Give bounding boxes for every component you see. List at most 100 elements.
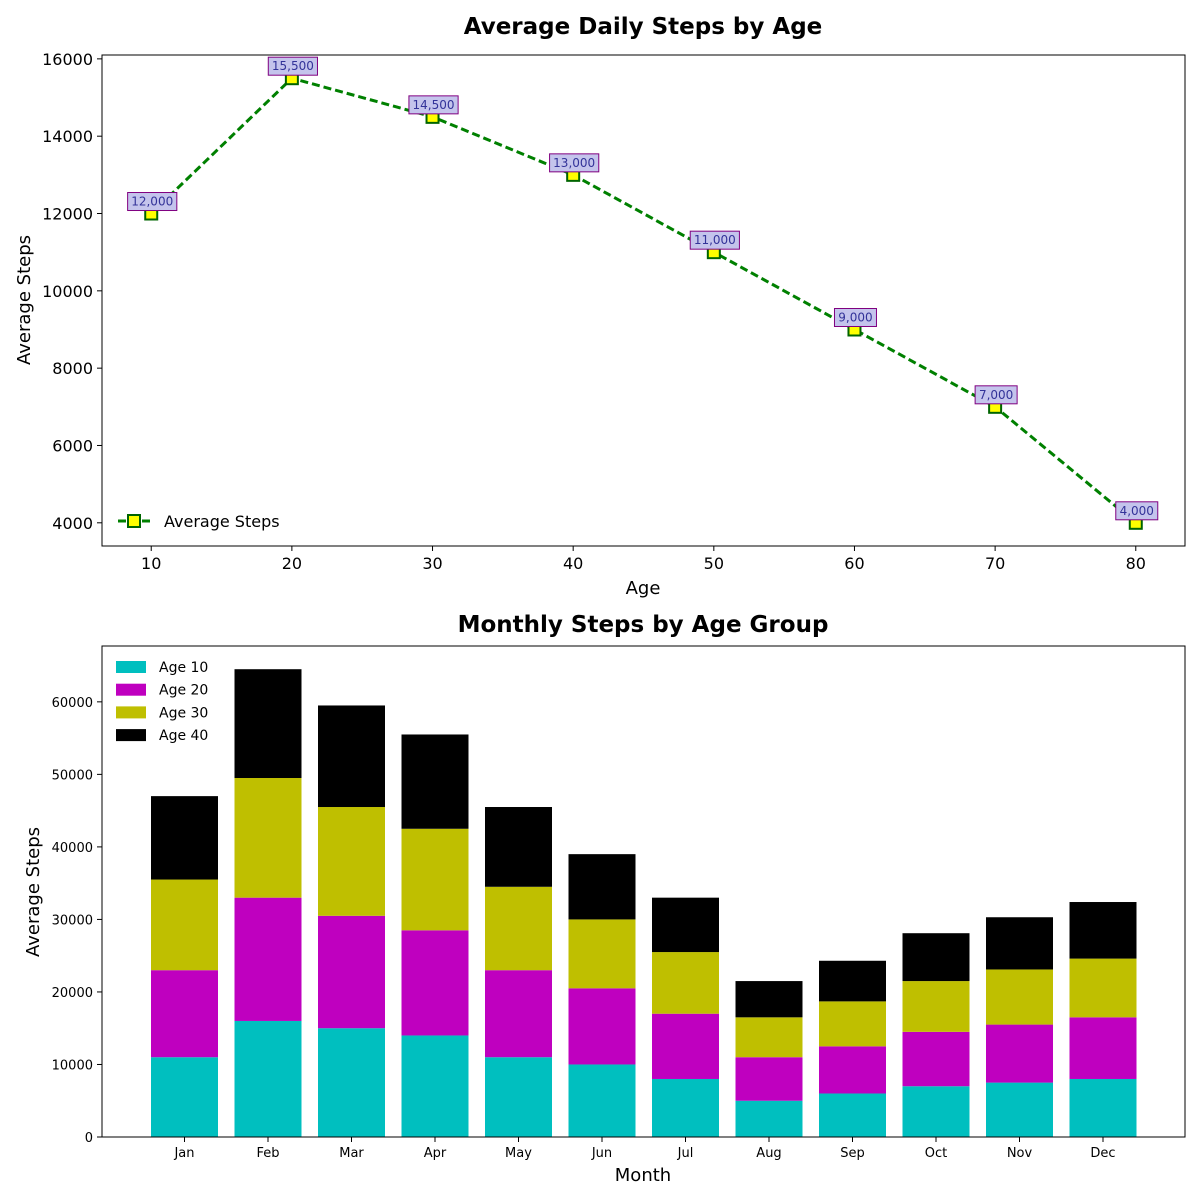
- bar-age-40-jun: [568, 854, 636, 920]
- data-label-box: [974, 385, 1018, 405]
- y-tick-label: 20000: [52, 986, 93, 1001]
- bar-age-30-nov: [986, 969, 1053, 1025]
- x-tick-label: 30: [422, 554, 442, 573]
- bar-age-10-mar: [318, 1028, 385, 1137]
- bar-age-10-oct: [902, 1086, 970, 1137]
- x-tick-label: Mar: [339, 1146, 364, 1161]
- x-tick-label: Jun: [591, 1146, 612, 1161]
- data-label: 4,000: [1120, 504, 1154, 518]
- bar-chart-legend: Age 10 Age 20 Age 30 Age 40: [116, 660, 208, 744]
- x-tick-label: Nov: [1007, 1146, 1033, 1161]
- bar-age-10-nov: [986, 1082, 1053, 1137]
- line-chart-y-ticks: 4000 6000 8000 10000 12000 14000 16000: [42, 50, 102, 533]
- bar-age-30-sep: [819, 1001, 886, 1047]
- bar-chart-bars: [151, 669, 1137, 1137]
- x-tick-label: Dec: [1090, 1146, 1115, 1161]
- data-label-box: [408, 95, 459, 115]
- bar-chart-title: Monthly Steps by Age Group: [458, 612, 829, 638]
- x-tick-label: Apr: [424, 1146, 447, 1161]
- line-chart: Average Daily Steps by Age 10 20 30 40 50 60 7…: [14, 14, 1186, 599]
- legend-marker-sample: [127, 514, 141, 528]
- legend-entry-age-20: Age 20: [159, 683, 208, 699]
- bar-age-10-feb: [234, 1020, 302, 1137]
- legend-entry-age-10: Age 10: [159, 660, 208, 676]
- bar-age-10-dec: [1069, 1078, 1137, 1137]
- bar-age-40-jan: [151, 796, 218, 880]
- bar-age-40-aug: [735, 981, 803, 1018]
- bar-age-40-jul: [652, 897, 719, 953]
- bar-age-20-sep: [819, 1046, 886, 1094]
- bar-age-30-apr: [401, 828, 469, 931]
- series-line-average-steps: [150, 76, 1137, 524]
- line-chart-x-axis-label: Age: [626, 578, 661, 599]
- y-tick-label: 12000: [42, 205, 93, 224]
- data-label: 12,000: [131, 195, 173, 209]
- data-label: 7,000: [979, 388, 1013, 402]
- bar-age-30-feb: [234, 777, 302, 898]
- data-label-box: [549, 153, 600, 173]
- y-tick-label: 60000: [52, 696, 93, 711]
- x-tick-label: 40: [563, 554, 583, 573]
- bar-age-30-mar: [318, 807, 385, 916]
- data-label: 13,000: [553, 156, 595, 170]
- bar-age-40-mar: [318, 705, 385, 808]
- bar-age-20-oct: [902, 1031, 970, 1087]
- bar-age-30-oct: [902, 981, 970, 1032]
- line-chart-x-ticks: 10 20 30 40 50 60 70 80: [141, 546, 1146, 573]
- data-label-box: [833, 307, 877, 327]
- y-tick-label: 4000: [52, 514, 93, 533]
- bar-age-10-jan: [151, 1057, 218, 1137]
- y-tick-label: 16000: [42, 50, 93, 69]
- bar-age-20-dec: [1069, 1017, 1137, 1079]
- bar-age-20-may: [485, 970, 552, 1058]
- line-chart-y-axis-label: Average Steps: [14, 235, 35, 365]
- x-tick-label: Feb: [256, 1146, 279, 1161]
- bar-chart-plot-area: [101, 645, 1186, 1138]
- legend-swatch-age-10: [116, 661, 146, 673]
- x-tick-label: 10: [141, 554, 161, 573]
- bar-age-20-jun: [568, 988, 636, 1065]
- line-chart-plot-area: [101, 54, 1186, 547]
- line-chart-title: Average Daily Steps by Age: [464, 14, 823, 40]
- bar-age-40-may: [485, 807, 552, 887]
- bar-age-30-jul: [652, 952, 719, 1014]
- bar-chart-y-ticks: 0 10000 20000 30000 40000 50000 60000: [52, 696, 102, 1146]
- bar-age-20-feb: [234, 897, 302, 1021]
- bar-age-30-may: [485, 886, 552, 971]
- legend-swatch-age-40: [116, 729, 146, 742]
- bar-age-10-sep: [819, 1093, 886, 1137]
- y-tick-label: 0: [85, 1131, 93, 1146]
- x-tick-label: 60: [844, 554, 864, 573]
- bar-chart-y-axis-label: Average Steps: [23, 827, 44, 957]
- y-tick-label: 50000: [52, 768, 93, 783]
- data-label: 14,500: [413, 98, 455, 112]
- bar-age-30-jan: [151, 879, 218, 971]
- y-tick-label: 6000: [52, 436, 93, 455]
- bar-age-40-feb: [234, 669, 302, 778]
- bar-age-30-dec: [1069, 958, 1137, 1018]
- x-tick-label: Sep: [840, 1146, 865, 1161]
- y-tick-label: 30000: [52, 913, 93, 928]
- x-tick-label: 80: [1126, 554, 1146, 573]
- bar-age-20-aug: [735, 1057, 803, 1101]
- bar-age-30-aug: [735, 1017, 803, 1058]
- x-tick-label: 70: [985, 554, 1005, 573]
- stacked-bar-chart: Monthly Steps by Age Group Jan Feb Mar Apr M…: [23, 612, 1186, 1186]
- bar-age-20-nov: [986, 1024, 1053, 1083]
- x-tick-label: Jan: [173, 1146, 194, 1161]
- data-label: 15,500: [272, 59, 314, 73]
- y-tick-label: 8000: [52, 359, 93, 378]
- bar-age-10-apr: [401, 1035, 469, 1137]
- bar-age-10-may: [485, 1057, 552, 1137]
- bar-chart-x-axis-label: Month: [615, 1165, 671, 1186]
- data-label-box: [1115, 501, 1159, 521]
- bar-age-40-apr: [401, 734, 469, 829]
- line-chart-legend: Average Steps: [118, 512, 280, 531]
- bar-age-10-jun: [568, 1064, 636, 1137]
- bar-age-40-oct: [902, 933, 970, 982]
- y-tick-label: 40000: [52, 841, 93, 856]
- bar-age-40-nov: [986, 917, 1053, 970]
- x-tick-label: Aug: [756, 1146, 781, 1161]
- line-chart-data-labels: 12,000 15,500 14,500 13,000 11,000 9,000 7,000…: [127, 56, 1159, 521]
